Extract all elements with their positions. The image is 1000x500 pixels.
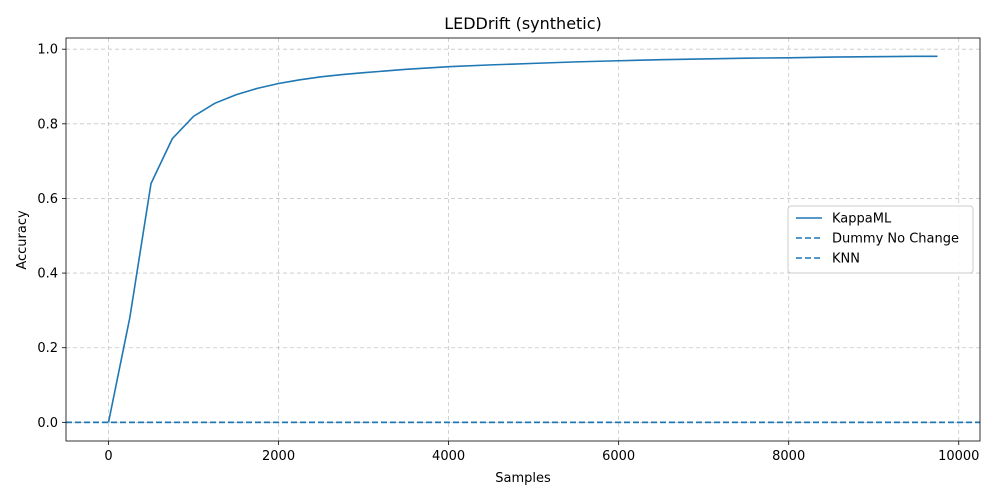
- y-axis-title: Accuracy: [15, 210, 30, 270]
- x-tick-label: 4000: [432, 449, 465, 464]
- legend-label: KappaML: [832, 212, 892, 227]
- legend-label: KNN: [832, 252, 860, 267]
- series-layer: [66, 55, 980, 424]
- x-tick-label: 2000: [262, 449, 295, 464]
- axes: [65, 37, 981, 442]
- y-tick-label: 0.8: [37, 117, 58, 132]
- x-tick-label: 8000: [772, 449, 805, 464]
- chart-title: LEDDrift (synthetic): [444, 14, 602, 33]
- x-tick-label: 6000: [602, 449, 635, 464]
- x-axis-title: Samples: [495, 471, 551, 486]
- y-tick-label: 1.0: [37, 43, 58, 58]
- series-line-kappaml: [107, 55, 938, 423]
- y-axis-ticks: 0.0 0.2 0.4 0.6 0.8 1.0: [37, 43, 66, 431]
- x-tick-label: 0: [104, 449, 112, 464]
- legend: KappaML Dummy No Change KNN: [787, 205, 974, 274]
- plot-frame: [65, 37, 981, 442]
- grid: [66, 38, 980, 441]
- y-tick-label: 0.0: [37, 416, 58, 431]
- y-tick-label: 0.6: [37, 192, 58, 207]
- y-tick-label: 0.2: [37, 341, 58, 356]
- legend-box: [787, 205, 974, 274]
- y-tick-label: 0.4: [37, 267, 58, 282]
- legend-label: Dummy No Change: [832, 232, 959, 247]
- x-axis-ticks: 0 2000 4000 6000 8000 10000: [104, 441, 979, 464]
- x-tick-label: 10000: [938, 449, 979, 464]
